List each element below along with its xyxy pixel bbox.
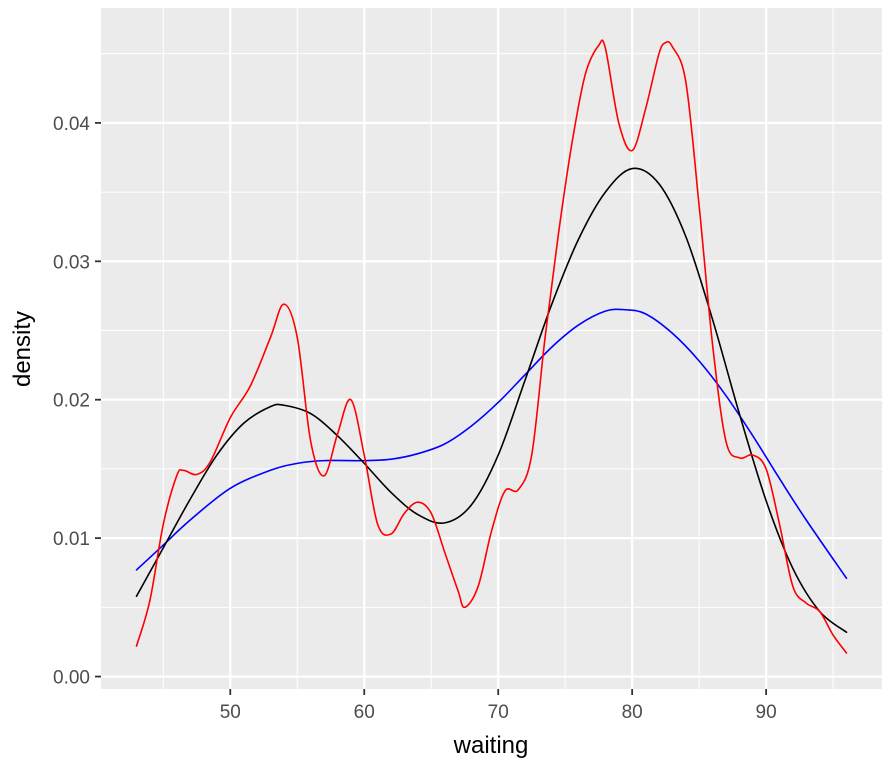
major-gridlines — [101, 8, 882, 689]
y-tick-label: 0.00 — [53, 668, 90, 689]
y-axis-title: density — [9, 311, 36, 387]
x-tick-label: 70 — [488, 702, 509, 723]
x-tick-labels: 50 60 70 80 90 — [220, 702, 777, 723]
x-tick-label: 50 — [220, 702, 241, 723]
series-lines — [135, 39, 848, 654]
blue-density-line — [135, 308, 848, 580]
y-tick-label: 0.03 — [53, 252, 90, 273]
panel-background — [101, 8, 882, 689]
axis-ticks — [95, 121, 768, 695]
x-tick-label: 80 — [622, 702, 643, 723]
red-density-line — [135, 39, 848, 654]
y-tick-label: 0.01 — [53, 529, 90, 550]
y-tick-label: 0.02 — [53, 391, 90, 412]
y-tick-labels: 0.00 0.01 0.02 0.03 0.04 — [53, 114, 90, 689]
black-density-line — [135, 167, 848, 634]
x-tick-label: 60 — [354, 702, 375, 723]
x-axis-title: waiting — [453, 732, 529, 759]
y-tick-label: 0.04 — [53, 114, 90, 135]
x-tick-label: 90 — [756, 702, 777, 723]
